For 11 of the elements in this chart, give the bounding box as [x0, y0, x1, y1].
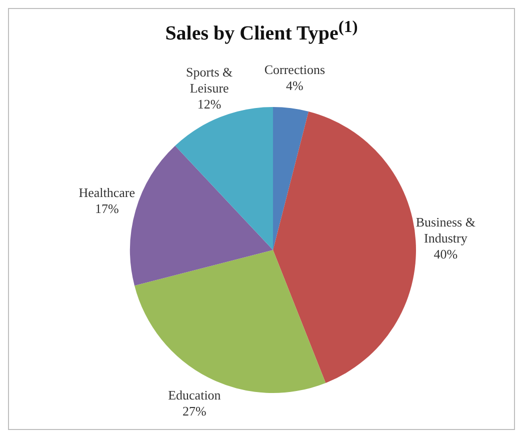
- slice-label: Healthcare: [78, 185, 136, 200]
- slice-label: Corrections: [264, 62, 326, 77]
- data-label: 27%: [182, 404, 207, 419]
- data-label: 12%: [197, 96, 222, 112]
- data-label: 40%: [434, 246, 458, 262]
- data-label: 17%: [94, 201, 119, 216]
- slice-label: Education: [168, 388, 222, 403]
- slice-label: Sports & Leisure: [186, 64, 233, 96]
- slice-label: Business & Industry: [416, 214, 476, 246]
- chart-title: Sales by Client Type$^{(1)}$: [164, 17, 359, 46]
- data-label: 4%: [286, 78, 304, 93]
